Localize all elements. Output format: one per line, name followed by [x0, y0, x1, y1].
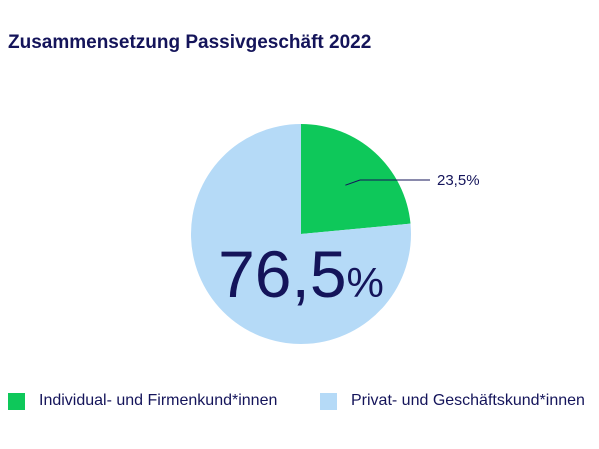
legend-label: Individual- und Firmenkund*innen: [39, 392, 278, 409]
big-label-value: 76,5: [218, 237, 346, 311]
legend-label: Privat- und Geschäftskund*innen: [351, 392, 585, 409]
big-label-unit: %: [347, 259, 384, 306]
leader-line: [345, 179, 361, 186]
legend-swatch: [8, 392, 25, 410]
pie-slice-privat-geschaeftskunden: [190, 124, 411, 344]
legend-swatch: [320, 392, 337, 410]
legend-item-privat-geschaeftskunden: Privat- und Geschäftskund*innen: [320, 386, 585, 416]
legend: Individual- und Firmenkund*innen Privat-…: [0, 386, 599, 420]
pie-slice-individual-firmenkunden: [301, 124, 411, 234]
data-label-individual-firmenkunden: 23,5%: [437, 172, 480, 189]
chart-title: Zusammensetzung Passivgeschäft 2022: [8, 32, 372, 53]
data-label-privat-geschaeftskunden: 76,5%: [218, 237, 384, 311]
legend-item-individual-firmenkunden: Individual- und Firmenkund*innen: [8, 386, 277, 416]
